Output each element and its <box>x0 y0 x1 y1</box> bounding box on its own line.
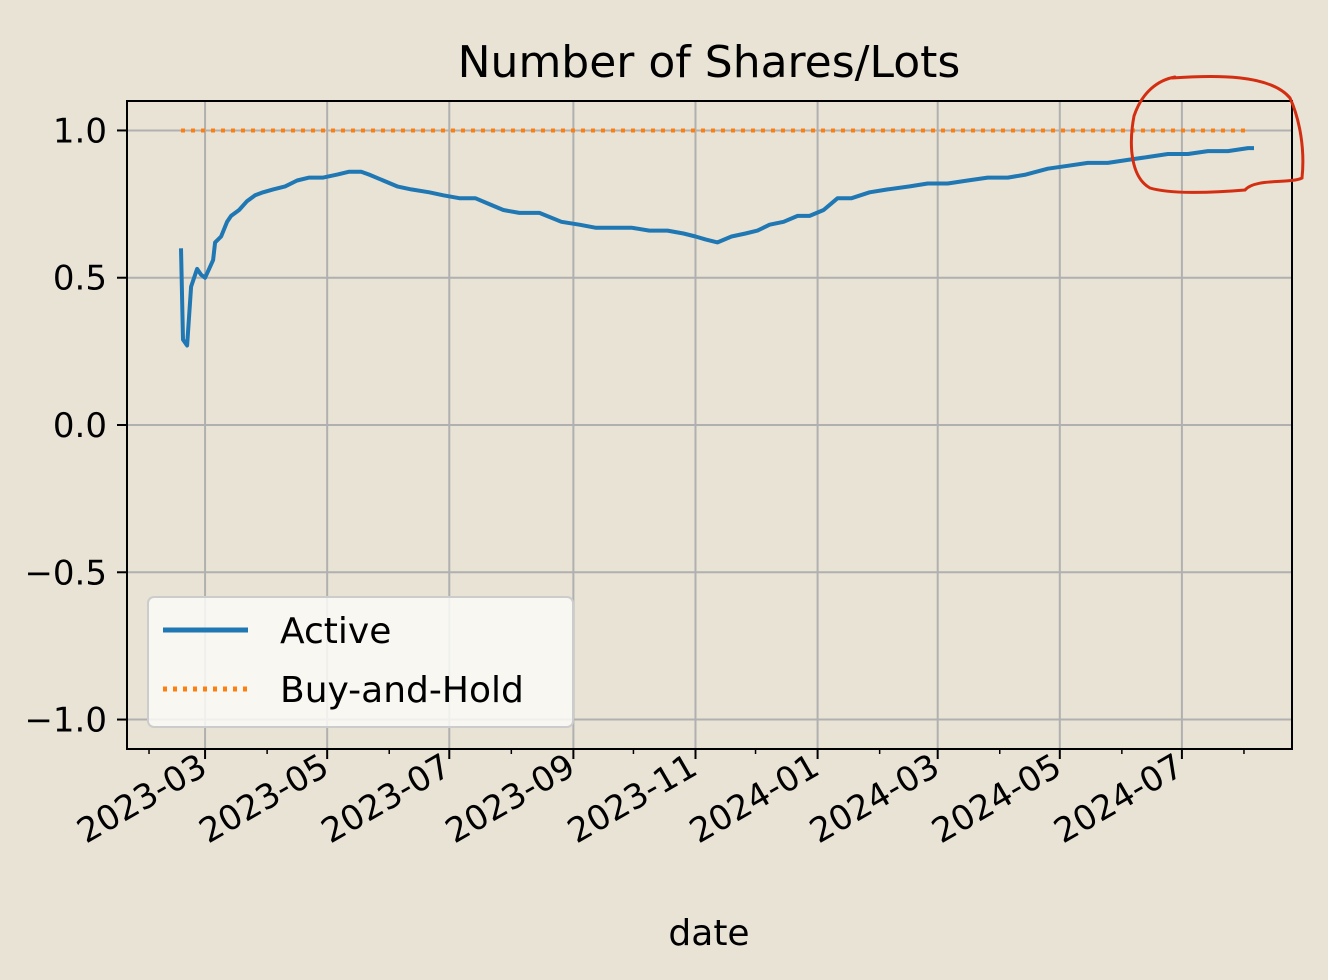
legend-label-active: Active <box>280 611 391 652</box>
y-tick-label: −0.5 <box>24 553 107 593</box>
y-tick-label: 1.0 <box>53 111 107 151</box>
ticks: 2023-032023-052023-072023-092023-112024-… <box>24 111 1245 852</box>
x-tick-label: 2024-01 <box>683 746 826 852</box>
y-tick-label: −1.0 <box>24 701 107 741</box>
x-tick-label: 2023-05 <box>193 746 336 852</box>
series-layer <box>179 128 1254 348</box>
x-tick-label: 2023-09 <box>439 746 582 852</box>
x-axis-label: date <box>668 913 749 954</box>
x-tick-label: 2023-11 <box>561 746 704 852</box>
x-tick-label: 2023-07 <box>315 746 458 852</box>
series-line-active <box>179 146 1254 348</box>
grid <box>127 101 1292 749</box>
x-tick-label: 2024-05 <box>925 746 1068 852</box>
annotation-circle <box>1129 74 1305 194</box>
legend-label-buy-and-hold: Buy-and-Hold <box>280 670 524 711</box>
x-tick-label: 2024-07 <box>1047 746 1190 852</box>
x-tick-label: 2023-03 <box>71 746 214 852</box>
legend: Active Buy-and-Hold <box>147 596 574 728</box>
legend-box <box>147 596 574 728</box>
chart-title: Number of Shares/Lots <box>458 37 961 88</box>
y-tick-label: 0.5 <box>53 259 107 299</box>
y-tick-label: 0.0 <box>53 406 107 446</box>
x-tick-label: 2024-03 <box>803 746 946 852</box>
